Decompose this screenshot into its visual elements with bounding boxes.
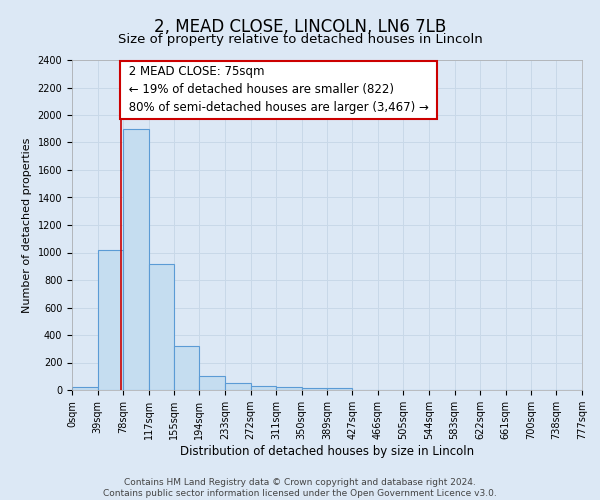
- Bar: [251, 386, 276, 390]
- Bar: [276, 387, 302, 390]
- Text: Contains HM Land Registry data © Crown copyright and database right 2024.
Contai: Contains HM Land Registry data © Crown c…: [103, 478, 497, 498]
- Bar: [72, 386, 98, 390]
- Text: Size of property relative to detached houses in Lincoln: Size of property relative to detached ho…: [118, 32, 482, 46]
- Bar: [174, 346, 199, 390]
- Bar: [328, 388, 352, 390]
- Bar: [123, 128, 149, 390]
- Bar: [98, 250, 123, 390]
- Bar: [149, 264, 174, 390]
- Bar: [199, 376, 225, 390]
- Bar: [225, 383, 251, 390]
- Bar: [302, 388, 328, 390]
- Y-axis label: Number of detached properties: Number of detached properties: [22, 138, 32, 312]
- Text: 2 MEAD CLOSE: 75sqm
 ← 19% of detached houses are smaller (822)
 80% of semi-det: 2 MEAD CLOSE: 75sqm ← 19% of detached ho…: [125, 66, 432, 114]
- Text: 2, MEAD CLOSE, LINCOLN, LN6 7LB: 2, MEAD CLOSE, LINCOLN, LN6 7LB: [154, 18, 446, 36]
- X-axis label: Distribution of detached houses by size in Lincoln: Distribution of detached houses by size …: [180, 445, 474, 458]
